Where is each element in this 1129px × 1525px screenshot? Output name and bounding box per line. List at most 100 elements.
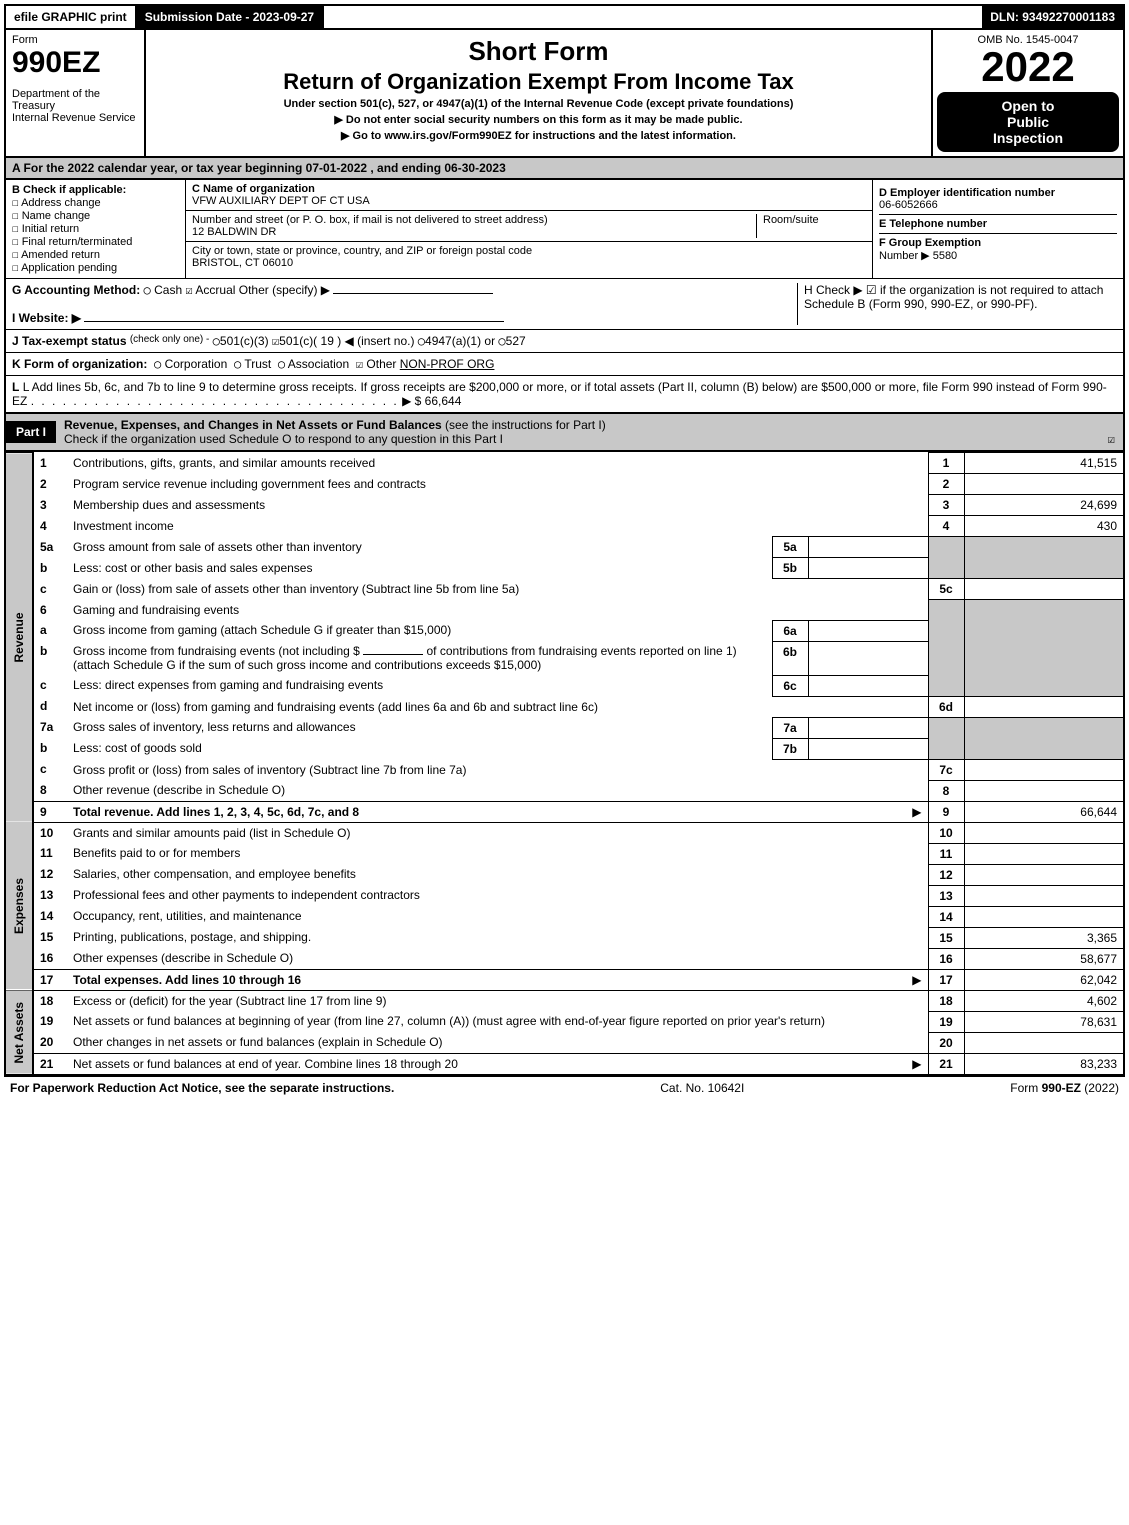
dln-cell: DLN: 93492270001183 — [982, 6, 1123, 28]
form-header: Form 990EZ Department of the Treasury In… — [4, 30, 1125, 158]
header-right: OMB No. 1545-0047 2022 Open to Public In… — [933, 30, 1123, 156]
row-k: K Form of organization: ○ Corporation ○ … — [4, 353, 1125, 376]
line-10-num: 10 — [928, 822, 964, 843]
j-501c3: 501(c)(3) — [220, 334, 269, 348]
line-5b-no: b — [33, 558, 67, 579]
line-6a-desc: Gross income from gaming (attach Schedul… — [73, 623, 451, 637]
j-label: J Tax-exempt status — [12, 334, 127, 348]
section-b: B Check if applicable: ☐ Address change … — [6, 180, 186, 278]
g-other-label: Other (specify) ▶ — [239, 283, 330, 297]
line-6d-num: 6d — [928, 696, 964, 717]
efile-print-cell[interactable]: efile GRAPHIC print — [6, 6, 137, 28]
j-4947-radio[interactable]: ○ — [418, 334, 425, 348]
line-6c-mini: 6c — [772, 675, 808, 696]
line-18-no: 18 — [33, 990, 67, 1011]
line-7ab-valbox — [964, 717, 1124, 759]
form-word: Form — [12, 34, 138, 46]
footer-catno: Cat. No. 10642I — [660, 1081, 744, 1095]
line-9-no: 9 — [33, 801, 67, 822]
line-5b-mini: 5b — [772, 558, 808, 579]
j-501c3-radio[interactable]: ○ — [213, 334, 220, 348]
k-trust-radio[interactable]: ○ — [234, 357, 241, 371]
c-street-label: Number and street (or P. O. box, if mail… — [192, 214, 548, 226]
line-18-val: 4,602 — [964, 990, 1124, 1011]
k-other-radio[interactable]: ☑ — [356, 357, 363, 371]
badge-line2: Public — [941, 114, 1115, 130]
line-2-num: 2 — [928, 474, 964, 495]
website-input[interactable] — [84, 321, 504, 322]
line-7c-desc: Gross profit or (loss) from sales of inv… — [73, 763, 466, 777]
line-6b-mini: 6b — [772, 641, 808, 675]
j-527-radio[interactable]: ○ — [498, 334, 505, 348]
line-5ab-numbox — [928, 537, 964, 579]
line-5b-desc: Less: cost or other basis and sales expe… — [73, 561, 312, 575]
j-501c-radio[interactable]: ☑ — [272, 334, 279, 348]
line-5a-no: 5a — [33, 537, 67, 558]
line-16-desc: Other expenses (describe in Schedule O) — [73, 951, 293, 965]
line-6d-desc: Net income or (loss) from gaming and fun… — [73, 700, 598, 714]
line-6b-mini-val — [808, 641, 928, 675]
line-6abc-valbox — [964, 600, 1124, 697]
line-6a-mini: 6a — [772, 620, 808, 641]
k-corp-radio[interactable]: ○ — [154, 357, 161, 371]
line-17-no: 17 — [33, 969, 67, 990]
line-13-desc: Professional fees and other payments to … — [73, 888, 420, 902]
line-6b-desc1: Gross income from fundraising events (no… — [73, 644, 360, 658]
footer-left: For Paperwork Reduction Act Notice, see … — [10, 1081, 394, 1095]
check-name-change[interactable]: ☐ Name change — [12, 209, 179, 222]
line-6-desc: Gaming and fundraising events — [73, 603, 239, 617]
line-7b-desc: Less: cost of goods sold — [73, 741, 202, 755]
check-address-change[interactable]: ☐ Address change — [12, 196, 179, 209]
line-14-desc: Occupancy, rent, utilities, and maintena… — [73, 909, 302, 923]
line-20-val — [964, 1032, 1124, 1053]
line-19-no: 19 — [33, 1011, 67, 1032]
goto-link[interactable]: ▶ Go to www.irs.gov/Form990EZ for instru… — [154, 129, 923, 142]
line-6abc-numbox — [928, 600, 964, 697]
g-other-input[interactable] — [333, 293, 493, 294]
line-8-val — [964, 780, 1124, 801]
g-accrual-label: Accrual — [195, 283, 235, 297]
k-assoc-radio[interactable]: ○ — [278, 357, 285, 371]
line-7b-mini-val — [808, 738, 928, 759]
section-d-e-f: D Employer identification number 06-6052… — [873, 180, 1123, 278]
row-g-h: G Accounting Method: ○ Cash ☑ Accrual Ot… — [4, 279, 1125, 330]
line-21-no: 21 — [33, 1053, 67, 1075]
line-16-num: 16 — [928, 948, 964, 969]
ein-value: 06-6052666 — [879, 199, 938, 211]
g-cash-radio[interactable]: ○ — [144, 283, 151, 297]
header-mid: Short Form Return of Organization Exempt… — [146, 30, 933, 156]
dept-label: Department of the Treasury — [12, 88, 138, 112]
page-footer: For Paperwork Reduction Act Notice, see … — [4, 1076, 1125, 1099]
line-20-no: 20 — [33, 1032, 67, 1053]
l-amount: 66,644 — [425, 394, 462, 408]
line-4-val: 430 — [964, 516, 1124, 537]
line-6d-val — [964, 696, 1124, 717]
subtitle: Under section 501(c), 527, or 4947(a)(1)… — [154, 98, 923, 110]
line-1-val: 41,515 — [964, 453, 1124, 474]
h-text: H Check ▶ ☑ if the organization is not r… — [804, 283, 1103, 311]
check-final-return[interactable]: ☐ Final return/terminated — [12, 235, 179, 248]
org-street: 12 BALDWIN DR — [192, 226, 276, 238]
g-accrual-radio[interactable]: ☑ — [185, 283, 192, 297]
line-9-num: 9 — [928, 801, 964, 822]
g-label: G Accounting Method: — [12, 283, 140, 297]
short-form-title: Short Form — [154, 36, 923, 67]
line-7c-no: c — [33, 759, 67, 780]
line-13-val — [964, 885, 1124, 906]
line-13-num: 13 — [928, 885, 964, 906]
line-5c-val — [964, 579, 1124, 600]
check-initial-return[interactable]: ☐ Initial return — [12, 222, 179, 235]
part-i-schedule-o-check[interactable]: ☑ — [1108, 432, 1115, 446]
part-i-title: Revenue, Expenses, and Changes in Net As… — [64, 418, 442, 432]
irs-label: Internal Revenue Service — [12, 112, 138, 124]
line-6b-blank[interactable] — [363, 654, 423, 655]
line-1-no: 1 — [33, 453, 67, 474]
line-6a-no: a — [33, 620, 67, 641]
check-amended-return[interactable]: ☐ Amended return — [12, 248, 179, 261]
line-17-num: 17 — [928, 969, 964, 990]
line-9-desc: Total revenue. Add lines 1, 2, 3, 4, 5c,… — [73, 805, 359, 819]
netassets-side-label: Net Assets — [5, 990, 33, 1075]
line-6b-no: b — [33, 641, 67, 675]
k-assoc: Association — [288, 357, 349, 371]
check-application-pending[interactable]: ☐ Application pending — [12, 261, 179, 274]
